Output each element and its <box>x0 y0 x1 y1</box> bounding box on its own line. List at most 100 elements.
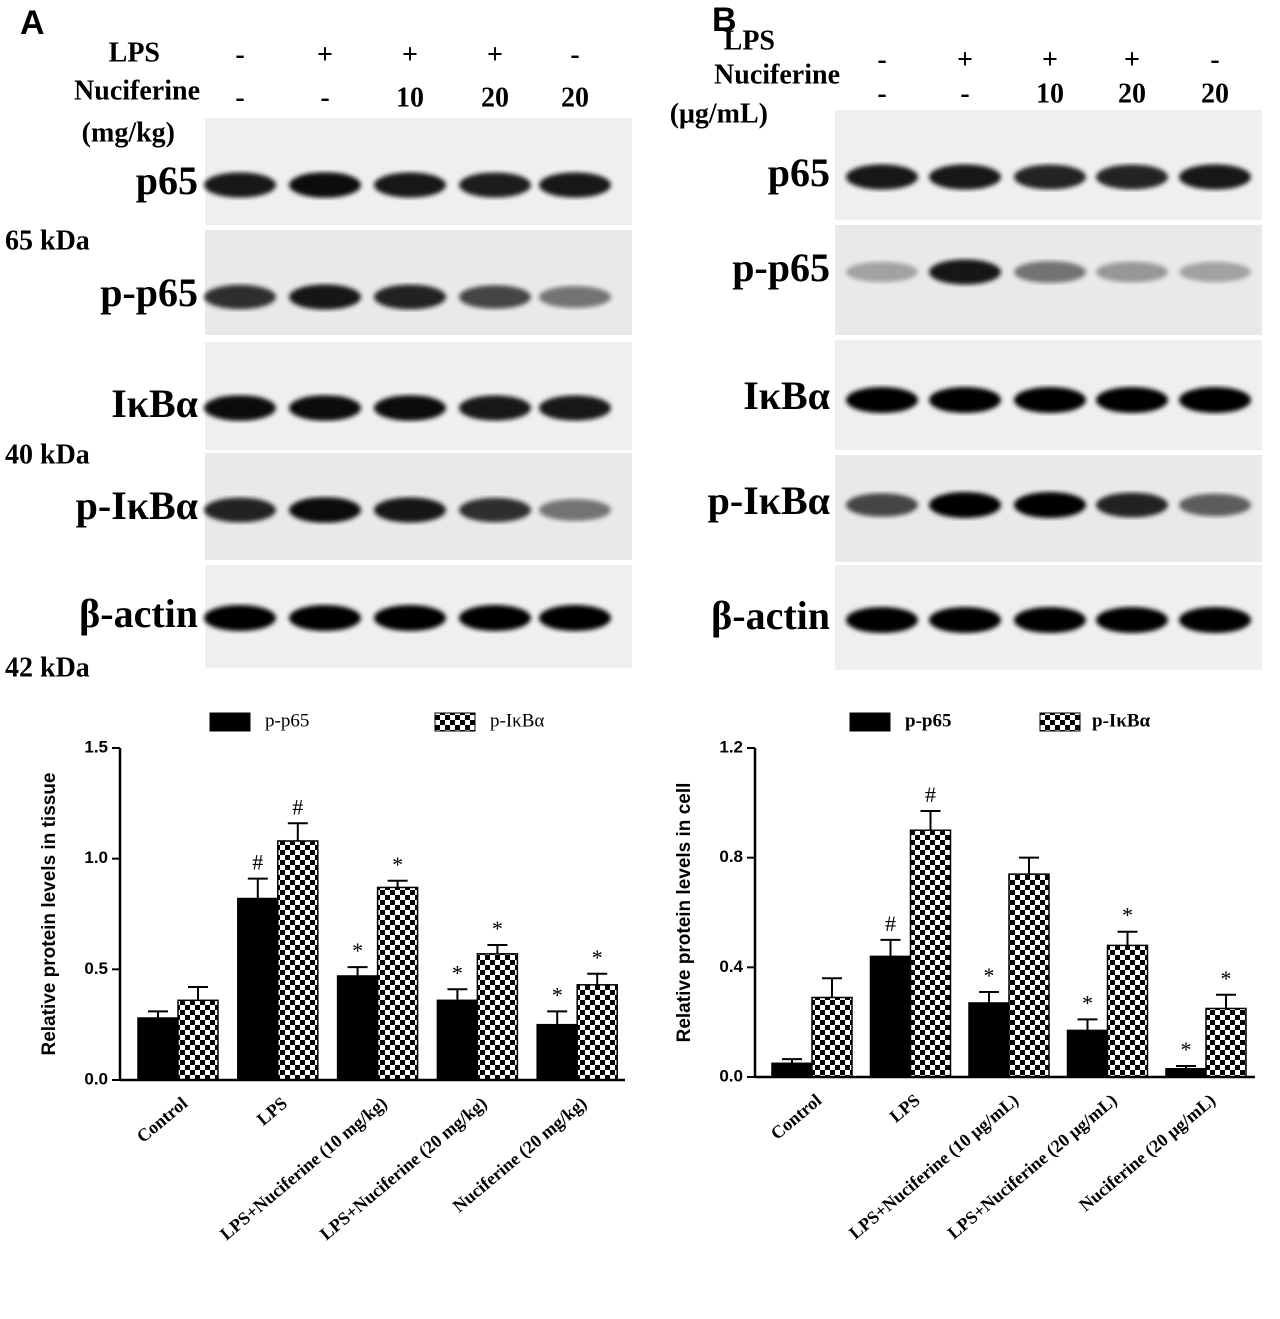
band <box>929 607 1001 633</box>
lps-sign: + <box>487 39 503 70</box>
x-tick-label: Control <box>133 1093 192 1147</box>
band <box>1014 387 1086 413</box>
bar <box>476 953 519 1081</box>
bar-chart: Relative protein levels in cell 0.0 0.4 0.8… <box>674 710 1255 1244</box>
kda-marker: 40 kDa <box>5 439 90 470</box>
y-axis-label: Relative protein levels in cell <box>674 783 695 1043</box>
bar <box>909 829 952 1078</box>
x-tick-label: LPS+Nuciferine (10 mg/kg) <box>216 1093 391 1245</box>
legend-label: p-IκBα <box>1092 710 1151 731</box>
error-bar <box>487 943 508 954</box>
band <box>539 395 611 421</box>
band <box>1014 607 1086 633</box>
blot-row-label: IκBα <box>111 381 198 426</box>
bar <box>436 999 479 1081</box>
band <box>1014 164 1086 190</box>
bar <box>1008 873 1050 1078</box>
band <box>289 172 361 198</box>
x-tick-label: LPS+Nuciferine (20 μg/mL) <box>944 1090 1122 1244</box>
lps-sign: + <box>1124 44 1140 75</box>
bar <box>376 886 419 1081</box>
band <box>1096 387 1168 413</box>
error-bar <box>822 977 842 998</box>
band <box>374 172 446 198</box>
significance-mark: * <box>1082 990 1093 1015</box>
band <box>1096 492 1168 518</box>
band <box>1179 261 1251 283</box>
blot-background <box>205 230 632 335</box>
error-bar <box>447 988 468 1001</box>
bar <box>137 1017 179 1081</box>
blot-row-label: p65 <box>136 158 198 203</box>
nuciferine-dose: - <box>320 82 329 113</box>
band <box>846 261 918 283</box>
lps-sign: + <box>957 44 973 75</box>
band <box>846 164 918 190</box>
error-bar <box>979 991 999 1003</box>
band <box>374 605 446 631</box>
legend-swatch <box>434 712 476 732</box>
significance-mark: * <box>592 945 603 970</box>
kda-marker: 65 kDa <box>5 225 90 256</box>
band <box>204 395 276 421</box>
bar <box>177 999 219 1081</box>
lps-sign: - <box>877 44 886 75</box>
bar <box>1066 1029 1109 1078</box>
kda-marker: 42 kDa <box>5 652 90 683</box>
x-tick-label: LPS+Nuciferine (20 mg/kg) <box>316 1093 491 1245</box>
band <box>459 285 531 309</box>
y-tick-label: 0.5 <box>84 959 108 978</box>
band <box>929 164 1001 190</box>
band <box>929 492 1001 518</box>
y-tick-label: 1.0 <box>84 848 108 867</box>
band <box>1096 607 1168 633</box>
y-tick-label: 0.0 <box>719 1066 743 1085</box>
bar <box>771 1062 813 1078</box>
band <box>289 497 361 523</box>
error-bar <box>1019 856 1039 875</box>
band <box>539 605 611 631</box>
lps-sign: + <box>402 39 418 70</box>
band <box>204 605 276 631</box>
bar <box>869 955 912 1078</box>
legend-label: p-IκBα <box>490 710 544 731</box>
bar <box>1106 944 1149 1078</box>
y-tick-label: 0.0 <box>84 1069 108 1088</box>
blot-row-label: IκBα <box>743 373 830 418</box>
error-bar <box>1176 1065 1196 1069</box>
x-tick-label: LPS+Nuciferine (10 μg/mL) <box>845 1090 1023 1244</box>
band <box>459 497 531 523</box>
error-bar <box>1216 993 1236 1009</box>
nuciferine-dose: 10 <box>1036 78 1064 109</box>
blot-row-label: p-p65 <box>100 270 198 315</box>
y-tick-label: 0.4 <box>719 957 743 976</box>
band <box>374 395 446 421</box>
error-bar <box>188 986 208 1001</box>
nuciferine-dose: - <box>235 82 244 113</box>
panel-letter: B <box>712 1 737 39</box>
bar <box>237 897 279 1081</box>
x-tick-label: LPS <box>886 1090 924 1127</box>
significance-mark: * <box>984 963 995 988</box>
significance-mark: * <box>1122 903 1133 928</box>
significance-mark: # <box>252 850 263 875</box>
band <box>1179 387 1251 413</box>
band <box>289 284 361 310</box>
band <box>204 284 276 310</box>
nuciferine-label: Nuciferine <box>74 75 200 106</box>
significance-mark: * <box>492 916 503 941</box>
band <box>539 286 611 308</box>
bar <box>1205 1007 1247 1078</box>
band <box>204 497 276 523</box>
error-bar <box>587 972 608 985</box>
lps-sign: - <box>235 39 244 70</box>
significance-mark: * <box>1181 1037 1192 1062</box>
blot-row-label: β-actin <box>79 591 198 636</box>
blot-row-label: p-IκBα <box>76 483 198 528</box>
error-bar <box>920 810 941 831</box>
bar <box>536 1023 578 1081</box>
band <box>204 172 276 198</box>
y-axis-label: Relative protein levels in tissue <box>39 773 60 1056</box>
lps-sign: + <box>1042 44 1058 75</box>
